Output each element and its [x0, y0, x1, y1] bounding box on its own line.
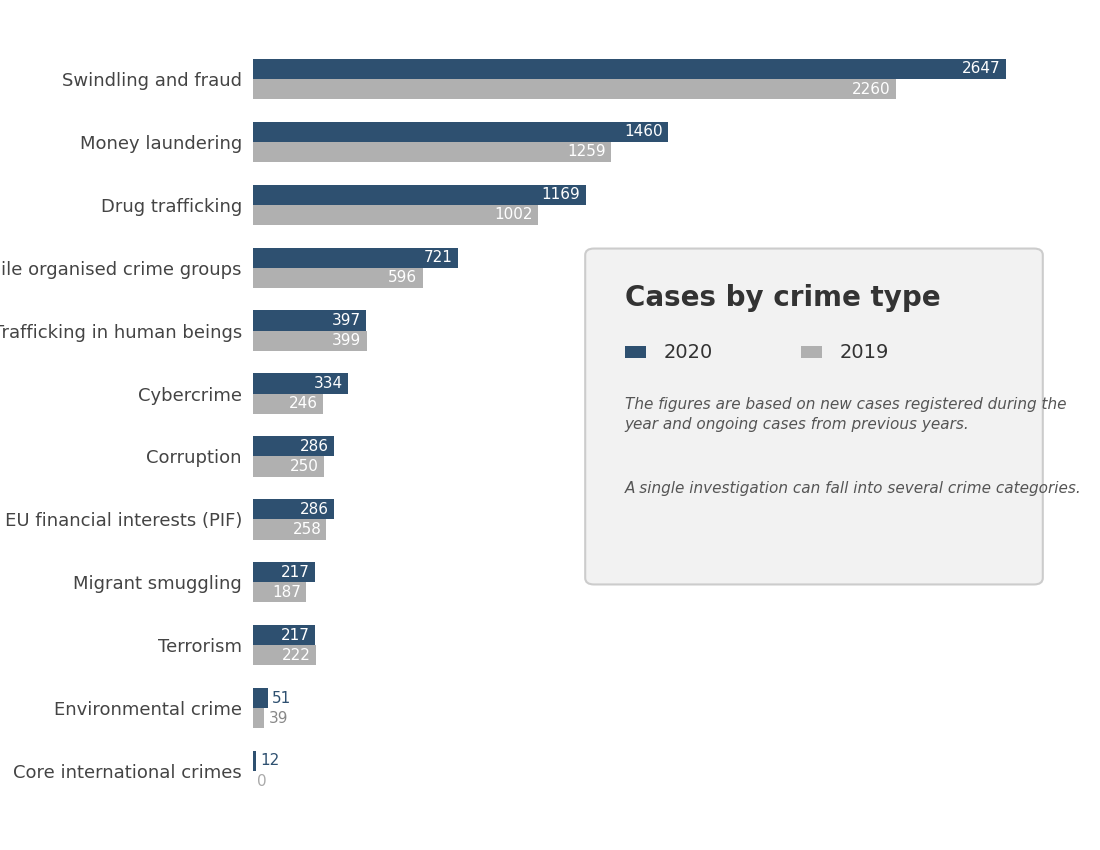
Bar [253, 310, 366, 331]
Text: 0: 0 [257, 774, 267, 789]
Text: 397: 397 [332, 313, 361, 328]
Bar [253, 394, 323, 414]
Text: 250: 250 [290, 459, 319, 474]
Text: 399: 399 [332, 333, 362, 348]
FancyBboxPatch shape [585, 248, 1043, 585]
Text: 286: 286 [300, 439, 329, 454]
Text: 2020: 2020 [664, 343, 713, 361]
Bar [253, 625, 315, 645]
Bar [253, 499, 334, 519]
Text: 246: 246 [289, 396, 318, 411]
Bar [253, 562, 315, 582]
Text: 222: 222 [283, 648, 311, 663]
Bar [253, 436, 334, 456]
Bar [253, 79, 895, 99]
Bar [253, 268, 422, 288]
Text: 217: 217 [280, 564, 309, 580]
Text: 2647: 2647 [962, 61, 1001, 76]
Text: 1002: 1002 [494, 207, 532, 223]
Bar [253, 519, 327, 540]
Bar [253, 688, 267, 708]
Bar [253, 373, 348, 394]
Bar [253, 645, 316, 666]
Bar [253, 142, 612, 162]
Bar [253, 59, 1007, 79]
Bar [253, 708, 264, 728]
Bar [253, 331, 366, 351]
Text: 1169: 1169 [541, 187, 581, 202]
Bar [253, 122, 669, 142]
Bar [253, 582, 306, 603]
Text: 286: 286 [300, 502, 329, 517]
Text: 1259: 1259 [568, 144, 606, 160]
Text: 217: 217 [280, 627, 309, 643]
FancyBboxPatch shape [625, 346, 647, 359]
Text: Cases by crime type: Cases by crime type [625, 284, 940, 312]
Text: 39: 39 [268, 711, 288, 726]
FancyBboxPatch shape [801, 346, 823, 359]
Bar [253, 205, 538, 225]
Bar [253, 184, 585, 205]
Text: 258: 258 [293, 522, 321, 537]
Text: 334: 334 [314, 376, 343, 391]
Text: A single investigation can fall into several crime categories.: A single investigation can fall into sev… [625, 481, 1081, 496]
Text: 51: 51 [272, 690, 292, 706]
Text: The figures are based on new cases registered during the
year and ongoing cases : The figures are based on new cases regis… [625, 397, 1066, 432]
Text: 187: 187 [272, 585, 301, 600]
Bar [253, 456, 324, 477]
Text: 1460: 1460 [625, 124, 663, 139]
Bar [253, 247, 458, 268]
Text: 2260: 2260 [852, 82, 891, 97]
Text: 2019: 2019 [840, 343, 889, 361]
Bar [253, 751, 256, 771]
Text: 596: 596 [388, 270, 417, 286]
Text: 721: 721 [425, 250, 453, 265]
Text: 12: 12 [261, 753, 279, 768]
